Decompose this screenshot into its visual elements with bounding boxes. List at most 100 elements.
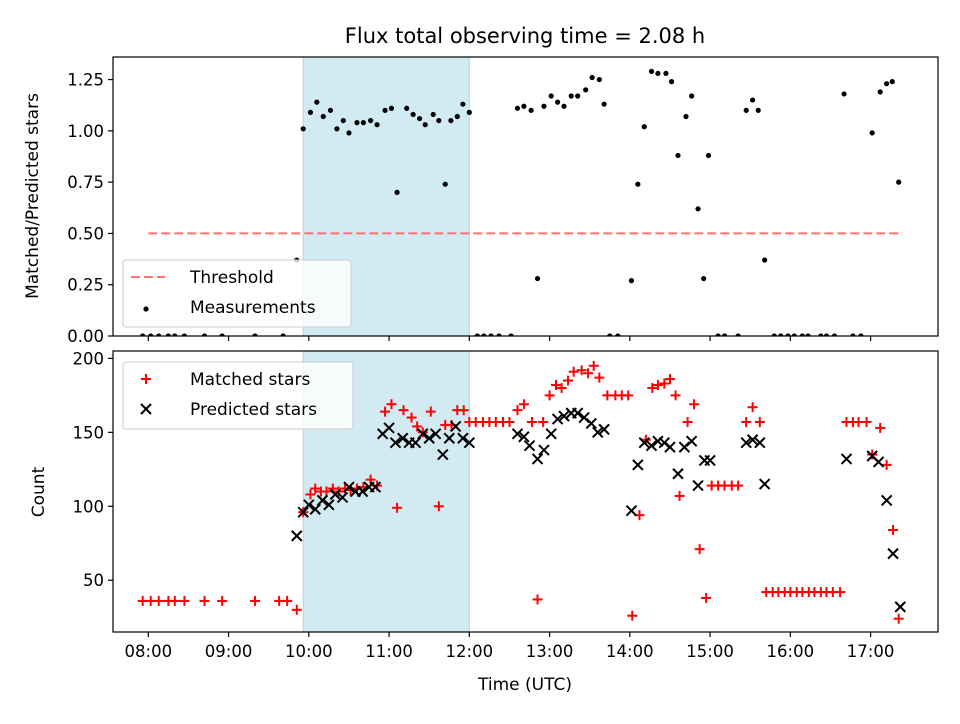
predicted-point — [523, 439, 536, 452]
y-tick-label: 50 — [83, 571, 104, 590]
measurement-point — [695, 206, 701, 212]
predicted-point — [463, 436, 476, 449]
y-tick-label: 0.75 — [67, 173, 104, 192]
matched-point — [754, 416, 765, 427]
measurement-point — [701, 275, 707, 282]
y-tick-label: 200 — [73, 349, 105, 368]
measurement-point — [521, 103, 527, 109]
measurement-point — [327, 107, 334, 113]
predicted-point — [417, 428, 429, 440]
x-tick-label: 10:00 — [285, 642, 333, 661]
matched-point — [881, 459, 892, 470]
x-tick-label: 13:00 — [526, 642, 574, 661]
matched-point — [583, 368, 594, 379]
matched-point — [689, 399, 700, 410]
measurement-point — [596, 76, 602, 83]
x-tick-label: 16:00 — [767, 642, 815, 661]
measurement-point — [416, 115, 423, 122]
matched-point — [576, 365, 587, 376]
matched-point — [526, 416, 537, 427]
measurement-point — [675, 152, 681, 159]
predicted-point — [309, 503, 321, 515]
measurement-point — [858, 333, 864, 336]
x-tick-label: 15:00 — [686, 642, 734, 661]
predicted-point — [323, 499, 335, 511]
predicted-point — [551, 413, 564, 425]
matched-point — [647, 382, 658, 393]
matched-point — [701, 592, 712, 603]
matched-point — [594, 372, 605, 383]
measurement-point — [314, 99, 320, 105]
measurement-point — [641, 124, 647, 130]
legend-predicted-swatch — [140, 403, 152, 415]
top-panel: 0.00 0.25 0.50 0.75 1.00 1.25 Threshold Measure… — [67, 56, 939, 346]
x-tick-label: 11:00 — [365, 642, 413, 661]
measurement-point — [884, 81, 890, 87]
measurement-point — [320, 113, 326, 120]
predicted-point — [383, 422, 395, 434]
measurement-point — [334, 126, 340, 132]
matched-point — [556, 382, 567, 393]
legend-matched-swatch — [141, 374, 151, 384]
matched-point — [588, 360, 599, 371]
measurement-point — [488, 333, 494, 336]
predicted-point — [692, 479, 704, 492]
predicted-point — [369, 481, 382, 493]
measurement-point — [561, 103, 567, 109]
y-tick-label: 0.00 — [67, 327, 104, 346]
measurement-point — [896, 179, 902, 185]
measurement-point — [140, 333, 146, 336]
predicted-point — [840, 453, 853, 465]
measurement-point — [805, 333, 811, 336]
matched-point — [518, 399, 529, 410]
series-1 — [291, 407, 906, 613]
predicted-point — [409, 436, 422, 449]
measurement-point — [762, 257, 768, 263]
measurement-point — [388, 105, 395, 111]
measurement-point — [474, 333, 480, 336]
matched-point — [694, 544, 705, 555]
matched-point — [380, 406, 391, 417]
predicted-point — [872, 456, 885, 468]
measurement-point — [528, 107, 534, 113]
predicted-point — [449, 420, 462, 433]
matched-point — [893, 613, 904, 624]
measurement-point — [615, 333, 621, 336]
measurement-point — [778, 333, 784, 336]
matched-point — [867, 449, 878, 460]
matched-point — [321, 486, 332, 497]
predicted-point — [297, 506, 309, 518]
matched-point — [305, 489, 316, 500]
predicted-point — [545, 428, 557, 440]
measurement-point — [466, 109, 472, 115]
measurement-point — [201, 333, 208, 336]
predicted-point — [303, 499, 315, 511]
bottom-panel: 50 100 150 200 08:00 09:00 10:00 11:00 12:00 13:0… — [73, 349, 939, 661]
predicted-point — [754, 436, 766, 449]
measurement-point — [280, 333, 286, 336]
legend-label: Measurements — [190, 298, 316, 318]
measurement-point — [436, 117, 442, 124]
matched-point — [682, 416, 693, 427]
matched-point — [538, 416, 549, 427]
matched-point — [406, 412, 417, 423]
predicted-point — [746, 434, 759, 446]
matched-point — [652, 380, 663, 391]
predicted-point — [758, 478, 771, 490]
predicted-point — [336, 491, 349, 504]
measurement-point — [889, 79, 895, 85]
measurement-point — [165, 333, 171, 336]
matched-point — [417, 427, 428, 438]
measurement-point — [394, 189, 400, 195]
measurement-point — [514, 105, 521, 111]
predicted-point — [429, 428, 442, 440]
measurement-point — [382, 107, 388, 113]
predicted-point — [685, 435, 698, 447]
measurement-point — [404, 105, 410, 111]
measurement-point — [583, 87, 589, 93]
measurement-point — [823, 333, 830, 336]
measurement-point — [785, 333, 791, 336]
measurement-point — [300, 126, 306, 132]
bottom-y-axis-label: Count — [29, 466, 49, 517]
legend-measurement-swatch — [143, 306, 149, 312]
